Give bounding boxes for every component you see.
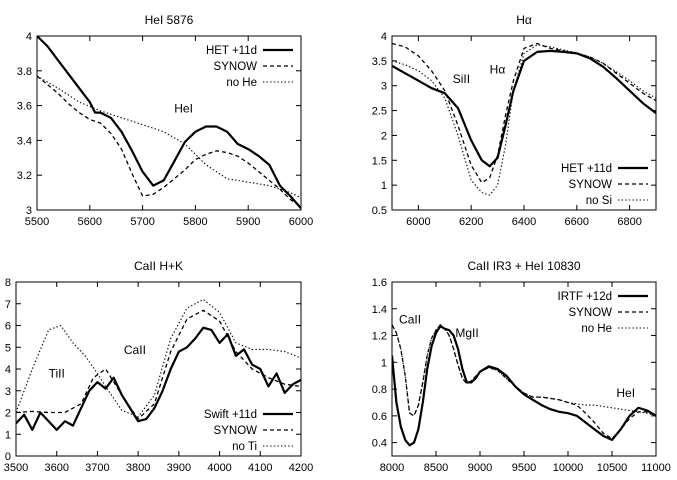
y-tick-label: 3.5 [372, 56, 387, 68]
series-line-no-si [392, 44, 656, 196]
y-tick-label: 1 [381, 180, 387, 192]
y-tick-label: 0.5 [372, 205, 387, 217]
legend-label: HET +11d [561, 163, 612, 175]
legend-label: IRTF +12d [558, 291, 612, 303]
y-tick-label: 3.6 [17, 101, 32, 113]
y-tick-label: 5 [5, 342, 11, 354]
series-line-no-he [392, 324, 656, 417]
series-line-synow [392, 42, 656, 184]
y-tick-label: 3.8 [17, 66, 32, 78]
y-tick-label: 1 [381, 357, 387, 369]
chart-title: HeI 5876 [145, 13, 194, 27]
x-tick-label: 6000 [289, 216, 313, 228]
chart-title: Hα [516, 13, 532, 27]
y-tick-label: 1 [5, 429, 11, 441]
y-tick-label: 3 [5, 386, 11, 398]
legend-label: no He [226, 77, 257, 89]
annotation-label: TiII [49, 367, 65, 381]
y-tick-label: 1.4 [372, 304, 387, 316]
annotation-label: CaII [399, 312, 421, 326]
x-tick-label: 10000 [553, 462, 584, 474]
x-tick-label: 8000 [380, 462, 404, 474]
x-tick-label: 3500 [4, 462, 28, 474]
legend-label: SYNOW [214, 425, 258, 437]
x-tick-label: 9000 [468, 462, 492, 474]
legend-label: no Si [586, 195, 612, 207]
y-tick-label: 6 [5, 321, 11, 333]
x-tick-label: 3900 [167, 462, 191, 474]
legend-label: no Ti [232, 441, 257, 453]
y-tick-label: 7 [5, 299, 11, 311]
series-line-het-11d [37, 36, 301, 210]
y-tick-label: 4 [26, 31, 32, 43]
panel-2: Hα 6000 6200 6400 6600 6800 0.5 1 1.5 2 2.5 3 3.5 4 Si… [372, 13, 657, 228]
x-tick-label: 5600 [78, 216, 102, 228]
y-tick-label: 3 [381, 81, 387, 93]
y-tick-label: 2 [5, 408, 11, 420]
x-tick-label: 6400 [512, 216, 536, 228]
x-tick-label: 3800 [126, 462, 150, 474]
y-tick-label: 3.4 [17, 135, 32, 147]
x-tick-label: 6000 [406, 216, 430, 228]
y-tick-label: 4 [381, 31, 387, 43]
y-tick-label: 1.6 [372, 277, 387, 289]
legend-label: HET +11d [206, 45, 257, 57]
x-tick-label: 6800 [617, 216, 641, 228]
legend-label: no He [581, 323, 612, 335]
x-tick-label: 6200 [459, 216, 483, 228]
panel-3: CaII H+K 3500 3600 3700 3800 3900 4000 4100 4200… [4, 259, 313, 474]
chart-title: CaII H+K [134, 259, 183, 273]
chart-title: CaII IR3 + HeI 10830 [467, 259, 580, 273]
y-tick-label: 0 [5, 451, 11, 463]
series-line-synow [16, 309, 301, 420]
y-tick-label: 0.8 [372, 384, 387, 396]
x-tick-label: 4100 [248, 462, 272, 474]
plot-frame [391, 281, 657, 457]
legend-label: SYNOW [214, 61, 258, 73]
x-tick-label: 4200 [289, 462, 313, 474]
series-line-synow [37, 75, 301, 208]
x-tick-label: 10500 [597, 462, 628, 474]
annotation-label: Hα [490, 62, 506, 76]
series-line-swift-11d [16, 326, 301, 431]
plot-frame [36, 35, 302, 211]
legend-label: SYNOW [569, 307, 613, 319]
x-tick-label: 3700 [85, 462, 109, 474]
x-tick-label: 5700 [130, 216, 154, 228]
annotation-label: HeI [174, 102, 193, 116]
annotation-label: CaII [124, 343, 146, 357]
y-tick-label: 0.6 [372, 411, 387, 423]
legend-label: Swift +11d [204, 409, 257, 421]
y-tick-label: 2 [381, 130, 387, 142]
x-tick-label: 6600 [565, 216, 589, 228]
x-tick-label: 8500 [424, 462, 448, 474]
x-tick-label: 9500 [512, 462, 536, 474]
series-line-no-ti [16, 298, 301, 418]
y-tick-label: 1.2 [372, 331, 387, 343]
annotation-label: SiII [453, 72, 470, 86]
x-tick-label: 5900 [236, 216, 260, 228]
y-tick-label: 0.4 [372, 438, 387, 450]
series-line-synow [392, 324, 656, 440]
x-tick-label: 5500 [25, 216, 49, 228]
x-tick-label: 4000 [207, 462, 231, 474]
y-tick-label: 1.5 [372, 155, 387, 167]
x-tick-label: 11000 [641, 462, 671, 474]
legend-label: SYNOW [569, 179, 613, 191]
annotation-label: HeI [616, 386, 635, 400]
x-tick-label: 3600 [44, 462, 68, 474]
y-tick-label: 2.5 [372, 106, 387, 118]
series-line-no-he [37, 75, 301, 199]
y-tick-label: 4 [5, 364, 11, 376]
annotation-label: MgII [455, 326, 478, 340]
panel-1: HeI 5876 5500 5600 5700 5800 5900 6000 3 3.2 3.4 3… [17, 13, 314, 228]
x-tick-label: 5800 [183, 216, 207, 228]
y-tick-label: 3.2 [17, 170, 32, 182]
y-tick-label: 8 [5, 277, 11, 289]
series-line-het-11d [392, 49, 656, 168]
panel-4: CaII IR3 + HeI 10830 8000 8500 9000 9500 1000… [372, 259, 671, 474]
y-tick-label: 3 [26, 205, 32, 217]
